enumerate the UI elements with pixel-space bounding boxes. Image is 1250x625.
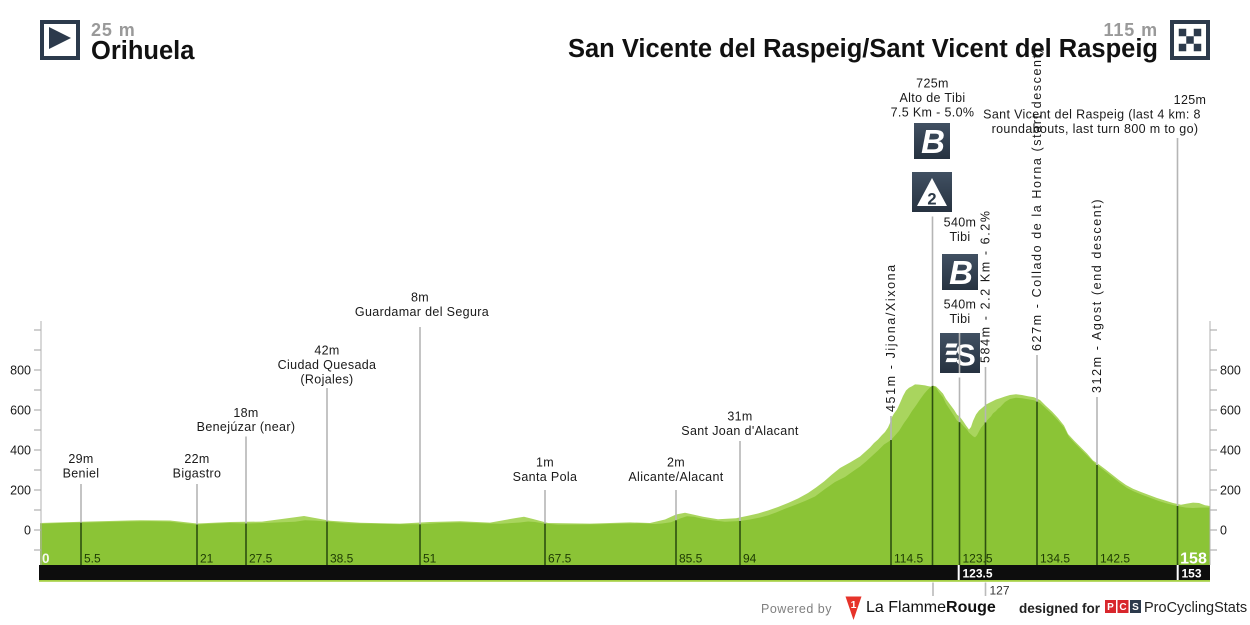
svg-text:5.5: 5.5 [84,552,101,566]
svg-text:2m: 2m [667,456,685,470]
svg-text:31m: 31m [727,410,752,424]
svg-text:600: 600 [10,404,31,418]
svg-text:Tibi: Tibi [949,230,970,244]
svg-text:7.5 Km - 5.0%: 7.5 Km - 5.0% [891,106,975,120]
svg-text:67.5: 67.5 [548,552,572,566]
svg-text:C: C [1119,602,1126,613]
svg-text:114.5: 114.5 [894,552,923,566]
svg-text:B: B [949,254,973,291]
svg-text:P: P [1107,602,1114,613]
svg-text:roundabouts, last turn 800 m t: roundabouts, last turn 800 m to go) [992,122,1199,136]
svg-text:Alto de Tibi: Alto de Tibi [899,91,965,105]
svg-text:0: 0 [42,551,50,566]
svg-text:600: 600 [1220,404,1241,418]
svg-text:Ciudad Quesada: Ciudad Quesada [278,358,377,372]
svg-text:42m: 42m [314,344,339,358]
svg-text:1: 1 [851,599,857,611]
svg-text:38.5: 38.5 [330,552,354,566]
svg-text:B: B [921,123,945,160]
svg-text:153: 153 [1182,567,1202,581]
svg-text:123.5: 123.5 [963,567,993,581]
svg-text:400: 400 [1220,444,1241,458]
svg-text:0: 0 [1220,524,1227,538]
svg-text:123.5: 123.5 [963,552,993,566]
svg-text:200: 200 [1220,484,1241,498]
svg-text:134.5: 134.5 [1040,552,1070,566]
svg-text:540m: 540m [944,298,977,312]
svg-text:51: 51 [423,552,437,566]
svg-text:0: 0 [24,524,31,538]
svg-text:Sant Vicent del Raspeig (last: Sant Vicent del Raspeig (last 4 km: 8 [983,108,1201,122]
svg-text:Guardamar del Segura: Guardamar del Segura [355,305,489,319]
svg-text:27.5: 27.5 [249,552,273,566]
svg-text:800: 800 [1220,364,1241,378]
svg-text:125m: 125m [1174,93,1207,107]
svg-text:Benejúzar (near): Benejúzar (near) [197,420,296,434]
svg-text:312m - Agost (end descent): 312m - Agost (end descent) [1090,198,1104,393]
svg-text:18m: 18m [233,406,258,420]
svg-text:200: 200 [10,484,31,498]
svg-text:S: S [1132,602,1139,613]
svg-text:S: S [955,338,976,373]
svg-text:Santa Pola: Santa Pola [513,470,578,484]
svg-text:Tibi: Tibi [949,312,970,326]
svg-text:21: 21 [200,552,214,566]
svg-text:8m: 8m [411,291,429,305]
svg-text:29m: 29m [68,452,93,466]
svg-text:158: 158 [1180,551,1207,568]
svg-text:627m - Collado de la Horna (st: 627m - Collado de la Horna (start descen… [1030,48,1044,351]
svg-text:400: 400 [10,444,31,458]
svg-text:(Rojales): (Rojales) [300,373,353,387]
svg-text:584m - 2.2 Km - 6.2%: 584m - 2.2 Km - 6.2% [979,209,993,363]
svg-text:127: 127 [990,584,1010,598]
svg-text:800: 800 [10,364,31,378]
svg-text:725m: 725m [916,77,949,91]
svg-text:540m: 540m [944,216,977,230]
svg-text:2: 2 [927,191,936,209]
svg-text:451m - Jijona/Xixona: 451m - Jijona/Xixona [884,263,898,412]
svg-text:Sant Joan d'Alacant: Sant Joan d'Alacant [681,424,799,438]
svg-text:85.5: 85.5 [679,552,703,566]
svg-text:94: 94 [743,552,757,566]
svg-text:22m: 22m [184,452,209,466]
svg-text:Bigastro: Bigastro [173,467,222,481]
svg-text:142.5: 142.5 [1100,552,1130,566]
svg-text:Alicante/Alacant: Alicante/Alacant [628,470,723,484]
svg-text:1m: 1m [536,456,554,470]
svg-text:Beniel: Beniel [63,467,100,481]
